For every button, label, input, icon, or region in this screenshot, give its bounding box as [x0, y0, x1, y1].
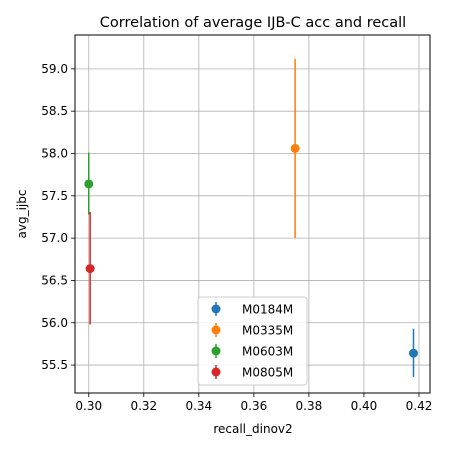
data-series: [84, 58, 418, 377]
y-tick-label: 59.0: [41, 62, 68, 76]
legend-item: M0603M: [211, 344, 293, 359]
x-axis-ticks: 0.30 0.32 0.34 0.36 0.38 0.40 0.42: [75, 393, 432, 413]
series-m0805m: [85, 211, 95, 325]
x-tick-label: 0.42: [406, 399, 433, 413]
x-tick-label: 0.36: [241, 399, 268, 413]
legend-marker: [211, 346, 221, 356]
y-tick-label: 58.5: [41, 104, 68, 118]
y-tick-label: 57.5: [41, 189, 68, 203]
legend-label: M0184M: [242, 303, 293, 317]
y-tick-label: 58.0: [41, 146, 68, 160]
legend-marker: [211, 367, 221, 377]
legend-box: [197, 296, 308, 386]
x-tick-label: 0.34: [185, 399, 212, 413]
legend-item: M0335M: [211, 323, 293, 338]
x-tick-label: 0.32: [130, 399, 157, 413]
series-m0603m: [84, 152, 94, 215]
legend: M0184M M0335M M0603M M0805M: [197, 296, 308, 386]
data-point: [84, 179, 94, 189]
x-tick-label: 0.38: [296, 399, 323, 413]
series-m0184m: [408, 328, 418, 377]
y-tick-label: 56.5: [41, 273, 68, 287]
legend-item: M0805M: [211, 365, 293, 380]
legend-marker: [211, 325, 221, 335]
y-axis-ticks: 55.5 56.0 56.5 57.0 57.5 58.0 58.5 59.0: [41, 62, 75, 372]
data-point: [85, 264, 95, 274]
y-tick-label: 56.0: [41, 316, 68, 330]
legend-label: M0335M: [242, 324, 293, 338]
series-m0335m: [290, 58, 300, 239]
chart-title: Correlation of average IJB-C acc and rec…: [100, 15, 406, 31]
y-tick-label: 57.0: [41, 231, 68, 245]
grid-lines: [75, 35, 430, 393]
legend-item: M0184M: [211, 302, 293, 317]
legend-label: M0805M: [242, 366, 293, 380]
x-tick-label: 0.30: [75, 399, 102, 413]
y-axis-label: avg_ijbc: [15, 190, 29, 239]
x-axis-label: recall_dinov2: [213, 422, 292, 436]
y-tick-label: 55.5: [41, 358, 68, 372]
x-tick-label: 0.40: [351, 399, 378, 413]
data-point: [290, 143, 300, 153]
legend-label: M0603M: [242, 345, 293, 359]
legend-marker: [211, 304, 221, 314]
data-point: [408, 348, 418, 358]
plot-frame: [74, 34, 431, 394]
